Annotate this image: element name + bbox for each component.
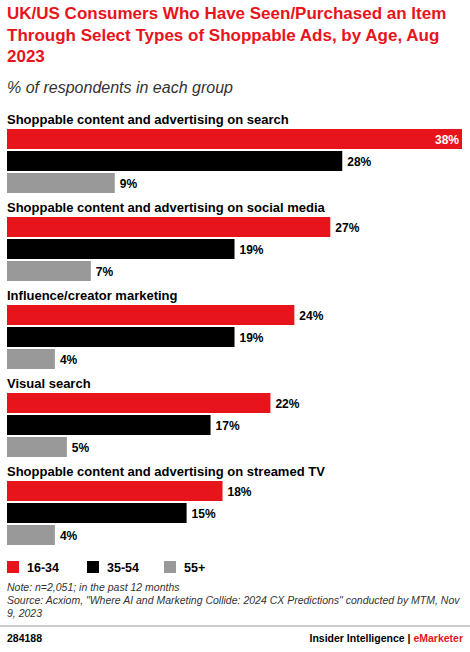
bar (7, 129, 462, 149)
legend-swatch (7, 561, 19, 573)
bar (7, 415, 211, 435)
data-label: 38% (435, 133, 459, 147)
data-label: 7% (96, 265, 114, 279)
legend-label: 55+ (184, 561, 205, 575)
data-label: 9% (120, 177, 138, 191)
bar (7, 503, 187, 523)
data-label: 18% (228, 485, 252, 499)
title: UK/US Consumers Who Have Seen/Purchased … (7, 3, 465, 68)
bars (7, 129, 462, 545)
bar (7, 393, 270, 413)
footer: Insider Intelligence | eMarketer (310, 632, 464, 644)
annotation: Note: n=2,051; in the past 12 months (7, 581, 465, 594)
data-label: 22% (275, 397, 299, 411)
data-label: 28% (347, 155, 371, 169)
category-label: Shoppable content and advertising on str… (7, 464, 325, 479)
footer-part: eMarketer (410, 632, 463, 644)
bar (7, 305, 294, 325)
data-label: 24% (299, 309, 323, 323)
bar (7, 437, 67, 457)
data-label: 4% (60, 353, 78, 367)
data-label: 19% (240, 243, 264, 257)
category-label: Influence/creator marketing (7, 288, 178, 303)
legend-label: 35-54 (107, 561, 139, 575)
bar (7, 525, 55, 545)
bar (7, 327, 235, 347)
bar (7, 239, 235, 259)
data-label: 15% (192, 507, 216, 521)
chart-id: 284188 (7, 632, 42, 644)
footer-rule (0, 626, 470, 627)
legend-swatch (164, 561, 176, 573)
data-label: 17% (216, 419, 240, 433)
data-label: 27% (335, 221, 359, 235)
bar (7, 151, 342, 171)
data-label: 19% (240, 331, 264, 345)
notes: Note: n=2,051; in the past 12 monthsSour… (7, 581, 465, 620)
data-label: 4% (60, 529, 78, 543)
legend-label: 16-34 (27, 561, 59, 575)
data-label: 5% (72, 441, 90, 455)
labels: Shoppable content and advertising on sea… (7, 112, 459, 543)
legend-swatch (87, 561, 99, 573)
bar (7, 173, 115, 193)
bar (7, 481, 223, 501)
bar (7, 349, 55, 369)
category-label: Shoppable content and advertising on sea… (7, 112, 289, 127)
chart: Shoppable content and advertising on sea… (0, 0, 470, 652)
annotation: Source: Acxiom, "Where AI and Marketing … (7, 594, 465, 620)
bar (7, 261, 91, 281)
subtitle: % of respondents in each group (7, 79, 465, 97)
category-label: Shoppable content and advertising on soc… (7, 200, 326, 215)
category-label: Visual search (7, 376, 91, 391)
bar (7, 217, 330, 237)
footer-part: Insider Intelligence | (310, 632, 411, 644)
